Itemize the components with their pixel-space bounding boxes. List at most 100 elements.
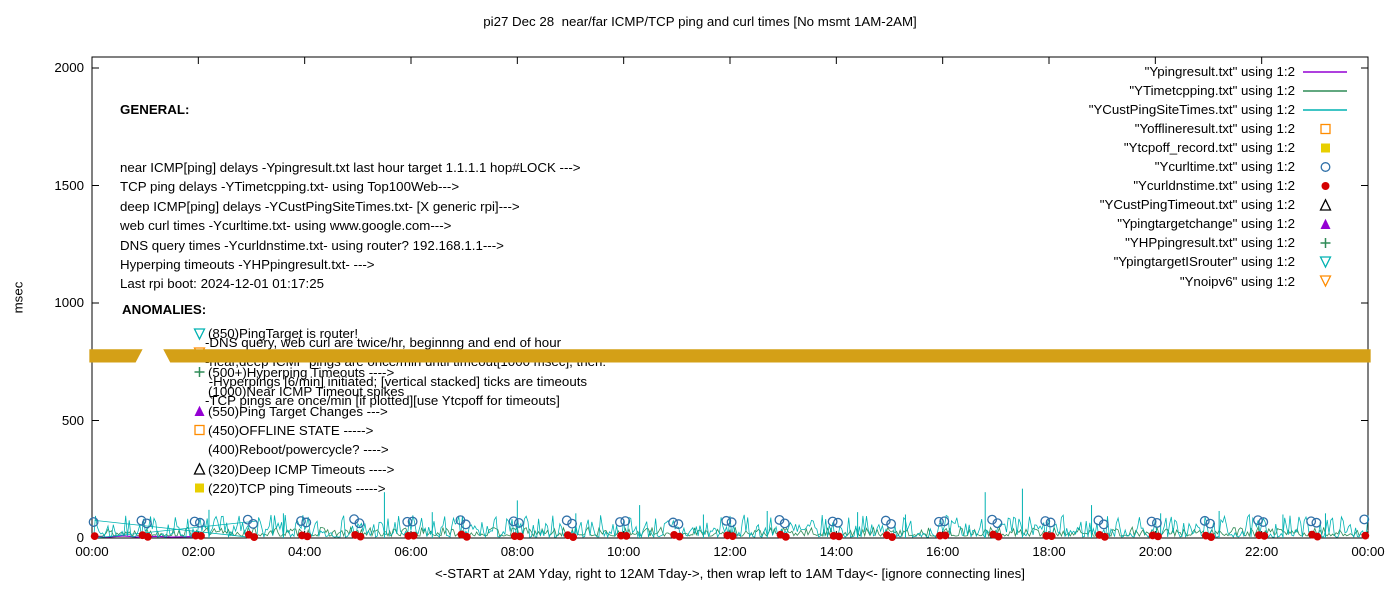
point-Ycurldnstime.txt <box>670 531 679 539</box>
point-Ycurltime.txt <box>614 517 625 527</box>
point-Ycurldnstime.txt <box>1148 531 1157 540</box>
point-Ycurltime.txt <box>1311 517 1322 528</box>
legend-label: "Ycurldnstime.txt" using 1:2 <box>1133 178 1295 194</box>
point-Ycurldnstime.txt <box>723 531 732 540</box>
anomaly-label: (450)OFFLINE STATE -----> <box>208 422 374 438</box>
point-Ycurldnstime.txt <box>888 533 897 541</box>
y-tick-label: 1000 <box>54 295 84 310</box>
anomaly-label: (1000)Near ICMP Timeout spikes <box>208 384 405 400</box>
point-Ycurltime.txt <box>561 515 572 526</box>
legend-entry: "YpingtargetISrouter" using 1:2 <box>1089 252 1348 271</box>
chart-title: pi27 Dec 28 near/far ICMP/TCP ping and c… <box>483 14 917 29</box>
point-Ycurltime.txt <box>242 514 253 525</box>
anomaly-marker <box>193 462 208 476</box>
point-Ycurldnstime.txt <box>409 531 418 540</box>
point-Ycurltime.txt <box>832 517 843 528</box>
x-tick-label: 06:00 <box>394 544 428 559</box>
point-Ycurldnstime.txt <box>1201 531 1210 540</box>
point-Ycurldnstime.txt <box>675 532 684 541</box>
plus-icon <box>1320 237 1330 248</box>
point-Ycurltime.txt <box>620 516 631 527</box>
point-Ycurldnstime.txt <box>244 530 253 539</box>
point-Ycurltime.txt <box>1258 517 1269 527</box>
point-Ycurldnstime.txt <box>936 531 944 540</box>
x-tick-label: 16:00 <box>926 544 960 559</box>
anomaly-marker <box>193 481 208 495</box>
general-lines: near ICMP[ping] delays -Ypingresult.txt … <box>120 158 606 294</box>
point-Ycurldnstime.txt <box>457 530 466 539</box>
legend-sample <box>1302 141 1348 155</box>
point-Ycurldnstime.txt <box>776 530 785 539</box>
anomaly-marker <box>193 385 208 399</box>
point-Ycurltime.txt <box>189 516 200 527</box>
point-Ycurldnstime.txt <box>1047 532 1056 541</box>
triangle-down-open-icon <box>193 328 206 341</box>
square-open-icon <box>1319 123 1331 134</box>
x-tick-label: 20:00 <box>1138 544 1172 559</box>
legend-label: "YCustPingSiteTimes.txt" using 1:2 <box>1088 102 1295 118</box>
point-Ycurldnstime.txt <box>191 531 200 540</box>
general-heading: GENERAL: <box>120 101 190 117</box>
point-Ycurltime.txt <box>141 518 152 529</box>
x-axis-caption: <-START at 2AM Yday, right to 12AM Tday-… <box>435 566 1025 581</box>
anomaly-marker <box>193 443 208 457</box>
point-Ycurldnstime.txt <box>1313 532 1322 541</box>
general-line: web curl times -Ycurltime.txt- using www… <box>120 218 452 234</box>
point-Ycurldnstime.txt <box>1308 530 1317 539</box>
square-filled-icon <box>1320 143 1330 153</box>
point-Ycurldnstime.txt <box>882 531 891 540</box>
point-Ycurltime.txt <box>1098 519 1109 530</box>
point-Ycurldnstime.txt <box>994 532 1003 541</box>
anomaly-item: (320)Deep ICMP Timeouts ----> <box>193 459 404 478</box>
x-tick-label: 02:00 <box>181 544 215 559</box>
legend-entry: "Ynoipv6" using 1:2 <box>1089 272 1348 291</box>
point-Ycurltime.txt <box>295 516 306 527</box>
point-Ycurldnstime.txt <box>510 532 519 541</box>
point-Ycurltime.txt <box>402 516 413 527</box>
point-Ycurldnstime.txt <box>250 533 259 541</box>
general-line: Last rpi boot: 2024-12-01 01:17:25 <box>120 276 325 292</box>
anomaly-marker <box>193 423 208 437</box>
anomaly-item: (400)Reboot/powercycle? ----> <box>193 440 404 459</box>
point-Ycurltime.txt <box>460 519 471 530</box>
legend-label: "Ypingtargetchange" using 1:2 <box>1117 216 1295 232</box>
general-line: deep ICMP[ping] delays -YCustPingSiteTim… <box>120 198 520 214</box>
plus-icon <box>194 367 205 378</box>
legend-sample <box>1302 103 1348 117</box>
anomaly-label: (500+)Hyperping Timeouts ----> <box>208 364 395 380</box>
legend-entry: "YCustPingSiteTimes.txt" using 1:2 <box>1089 100 1348 119</box>
legend-label: "Ynoipv6" using 1:2 <box>1179 273 1295 289</box>
point-Ycurltime.txt <box>774 514 785 525</box>
point-Ycurldnstime.txt <box>1361 531 1370 540</box>
point-Ycurltime.txt <box>1093 515 1104 526</box>
triangle-up-open-icon <box>193 462 206 475</box>
legend-label: "Yofflineresult.txt" using 1:2 <box>1134 121 1295 137</box>
point-Ycurltime.txt <box>827 516 838 527</box>
anomaly-marker <box>193 346 208 360</box>
point-Ycurldnstime.txt <box>138 531 147 540</box>
triangle-down-open-icon <box>193 347 206 360</box>
y-tick-label: 0 <box>76 530 84 545</box>
point-Ycurldnstime.txt <box>1207 533 1216 541</box>
point-Ycurltime.txt <box>1146 516 1157 527</box>
point-Ycurldnstime.txt <box>303 532 312 541</box>
legend-label: "Ypingresult.txt" using 1:2 <box>1144 64 1295 80</box>
point-Ycurltime.txt <box>1205 518 1216 529</box>
circle-open-icon <box>1320 161 1330 172</box>
anomaly-marker <box>193 404 208 418</box>
point-Ycurltime.txt <box>455 515 466 526</box>
legend-sample <box>1302 274 1348 288</box>
point-Ycurltime.txt <box>1040 516 1051 527</box>
legend-entry: "YHPpingresult.txt" using 1:2 <box>1089 233 1348 252</box>
point-Ycurltime.txt <box>779 518 790 529</box>
point-Ycurldnstime.txt <box>563 531 572 540</box>
point-Ycurldnstime.txt <box>1260 531 1269 540</box>
point-Ycurltime.txt <box>668 517 679 528</box>
legend-sample <box>1302 160 1348 174</box>
point-Ycurldnstime.txt <box>404 531 413 540</box>
point-Ycurltime.txt <box>407 516 418 527</box>
anomaly-label: (850)PingTarget is router! <box>208 326 359 342</box>
triangle-down-open-icon <box>1318 275 1332 288</box>
